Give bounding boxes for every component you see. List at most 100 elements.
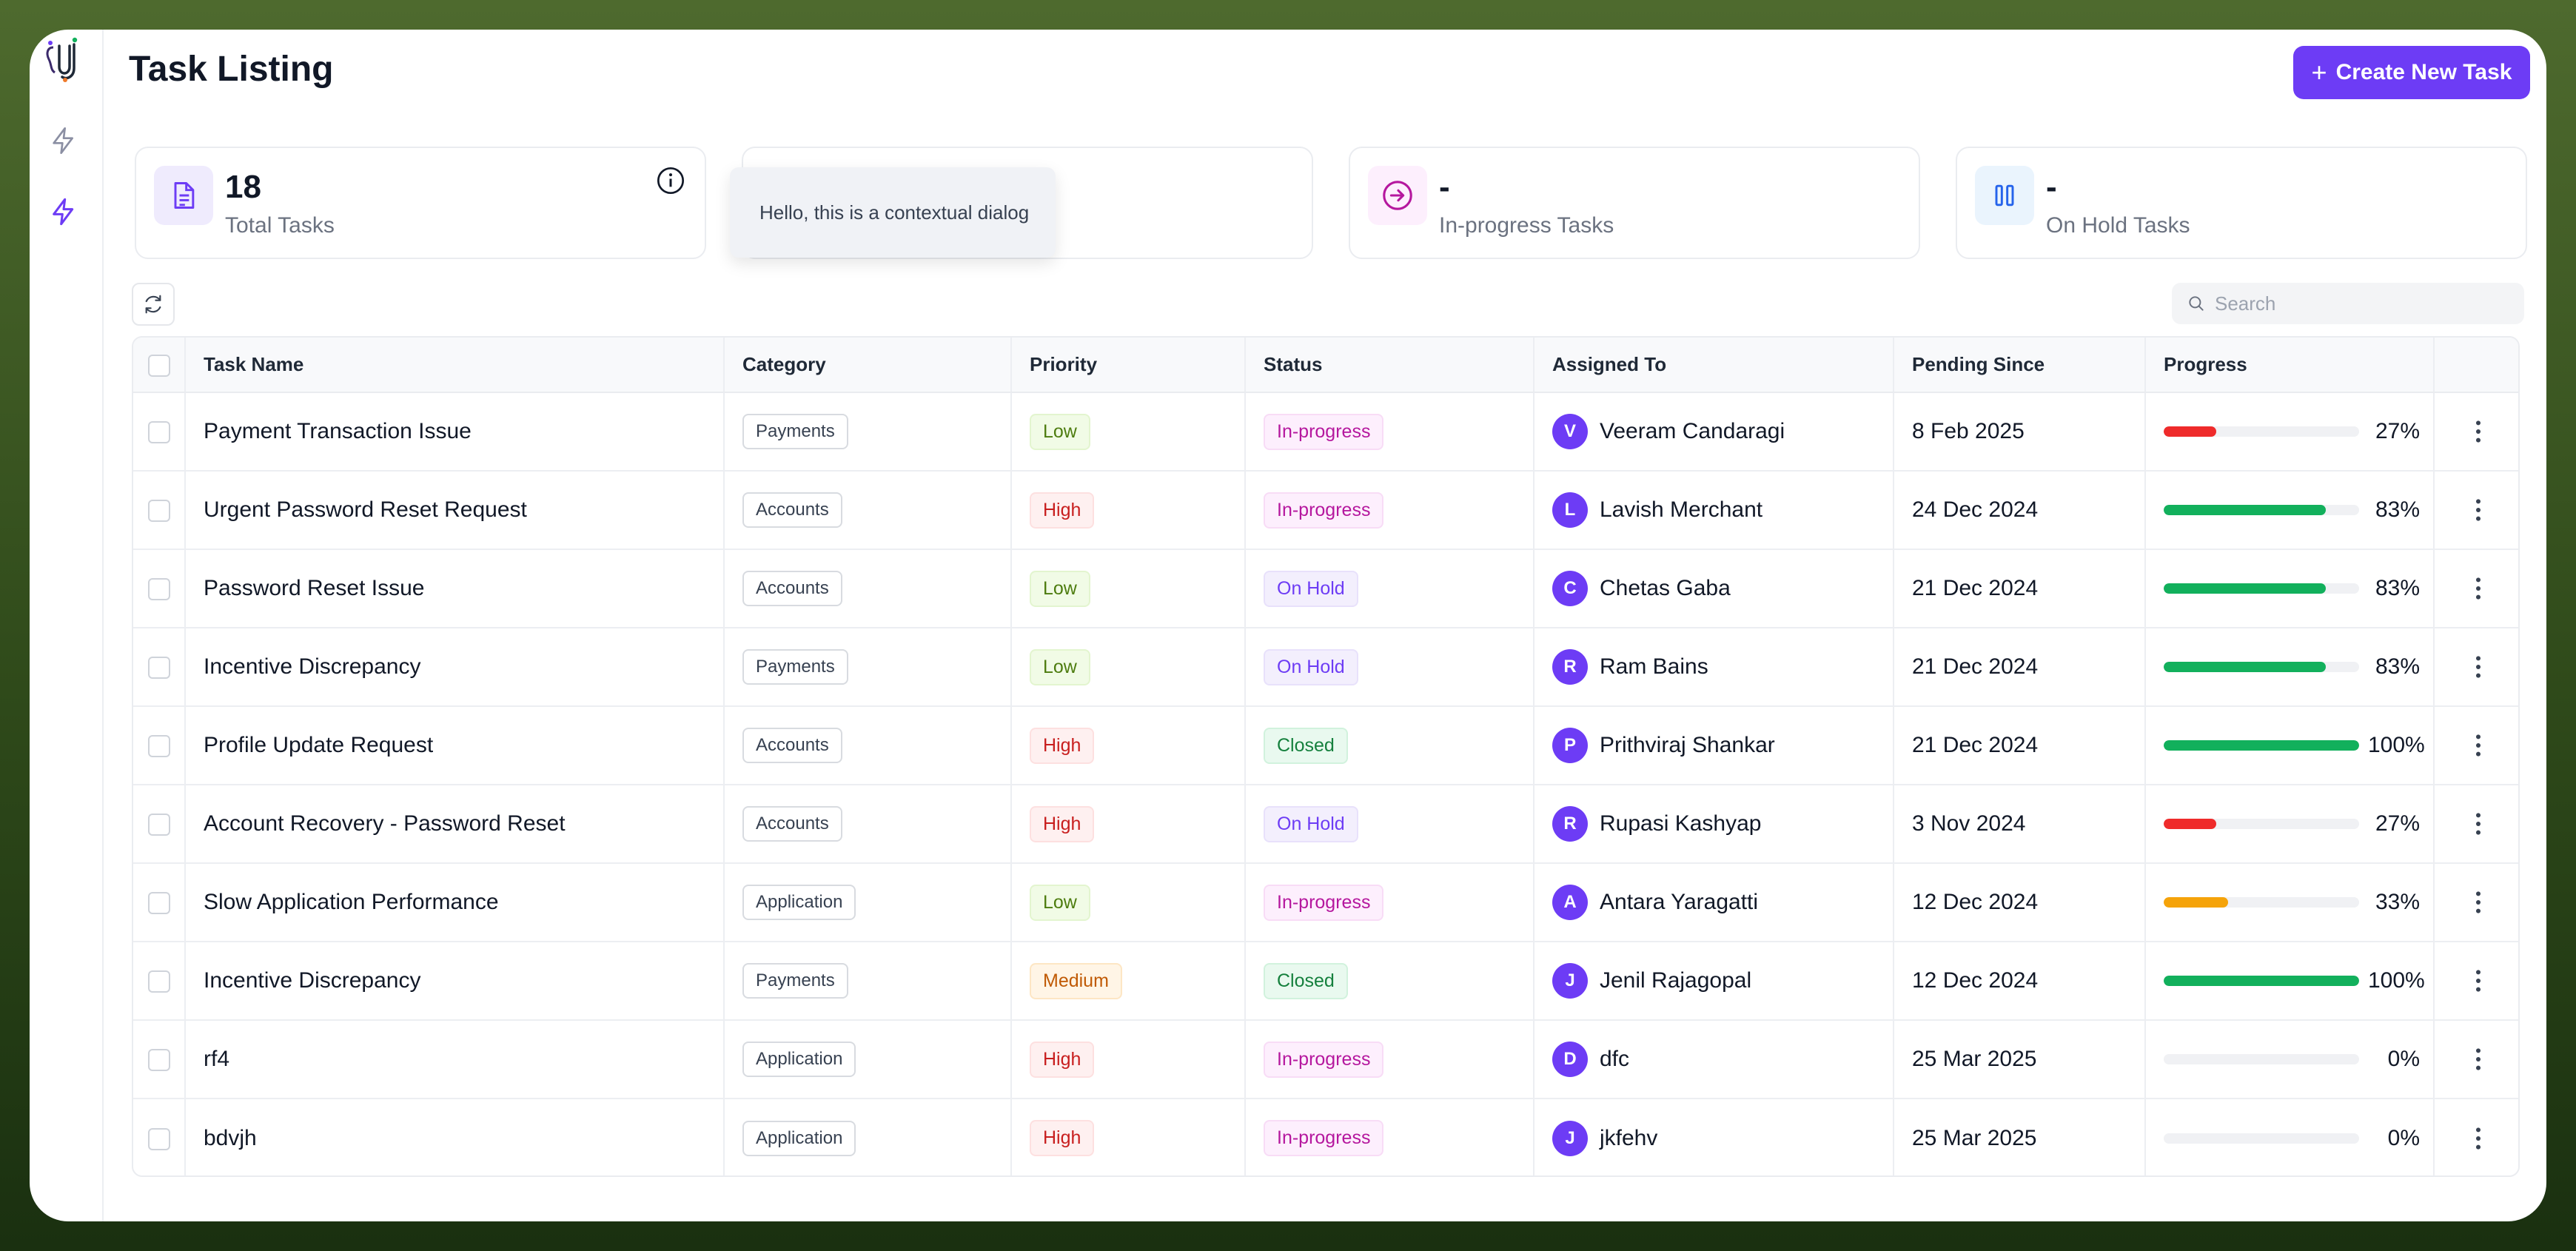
more-options-icon[interactable]	[2467, 966, 2489, 996]
assignee: R Ram Bains	[1552, 649, 1892, 685]
select-all-checkbox[interactable]	[147, 354, 170, 377]
column-header[interactable]: Assigned To	[1534, 338, 1894, 393]
stat-value: -	[2046, 169, 2057, 205]
assignee-name: Jenil Rajagopal	[1600, 968, 1752, 993]
more-options-icon[interactable]	[2467, 574, 2489, 603]
table-row[interactable]: bdvjh Application High In-progress J jkf…	[133, 1099, 2518, 1175]
row-checkbox[interactable]	[147, 814, 170, 836]
progress-indicator: 0%	[2164, 1125, 2432, 1151]
stat-card-on-hold: - On Hold Tasks	[1956, 147, 2527, 259]
priority-badge: Low	[1030, 413, 1090, 450]
more-options-icon[interactable]	[2467, 888, 2489, 917]
task-name[interactable]: Payment Transaction Issue	[185, 392, 725, 472]
stat-card-total: 18 Total Tasks	[135, 147, 706, 259]
table-row[interactable]: Slow Application Performance Application…	[133, 863, 2518, 942]
status-badge: In-progress	[1264, 1120, 1384, 1156]
column-header[interactable]: Status	[1245, 338, 1534, 393]
row-checkbox[interactable]	[147, 1127, 170, 1150]
more-options-icon[interactable]	[2467, 809, 2489, 839]
row-checkbox[interactable]	[147, 421, 170, 444]
more-options-icon[interactable]	[2467, 1124, 2489, 1153]
category-chip: Payments	[742, 649, 848, 685]
row-checkbox[interactable]	[147, 657, 170, 680]
row-checkbox[interactable]	[147, 735, 170, 758]
priority-badge: High	[1030, 1041, 1095, 1078]
row-checkbox[interactable]	[147, 1049, 170, 1072]
info-icon[interactable]	[656, 166, 685, 195]
stat-value: 18	[225, 169, 261, 205]
row-checkbox[interactable]	[147, 500, 170, 523]
row-checkbox[interactable]	[147, 578, 170, 601]
sidebar	[30, 30, 104, 1221]
refresh-button[interactable]	[132, 283, 175, 326]
table-row[interactable]: Urgent Password Reset Request Accounts H…	[133, 471, 2518, 550]
task-name[interactable]: rf4	[185, 1020, 725, 1099]
task-name[interactable]: bdvjh	[185, 1099, 725, 1175]
status-badge: In-progress	[1264, 884, 1384, 921]
assignee-name: Lavish Merchant	[1600, 497, 1763, 522]
column-header[interactable]: Priority	[1011, 338, 1246, 393]
table-row[interactable]: Payment Transaction Issue Payments Low I…	[133, 392, 2518, 472]
more-options-icon[interactable]	[2467, 495, 2489, 525]
avatar: C	[1552, 571, 1588, 606]
task-name[interactable]: Profile Update Request	[185, 706, 725, 785]
assignee: V Veeram Candaragi	[1552, 414, 1892, 449]
progress-fill	[2164, 740, 2359, 751]
column-header[interactable]: Progress	[2145, 338, 2435, 393]
task-name[interactable]: Account Recovery - Password Reset	[185, 785, 725, 864]
more-options-icon[interactable]	[2467, 417, 2489, 446]
table-row[interactable]: Incentive Discrepancy Payments Medium Cl…	[133, 942, 2518, 1021]
table-row[interactable]: rf4 Application High In-progress D dfc 2…	[133, 1020, 2518, 1099]
assignee-name: Ram Bains	[1600, 654, 1708, 679]
priority-badge: Low	[1030, 570, 1090, 607]
task-name[interactable]: Slow Application Performance	[185, 863, 725, 942]
progress-percent: 0%	[2387, 1125, 2420, 1150]
category-chip: Accounts	[742, 492, 842, 528]
assignee-name: dfc	[1600, 1047, 1630, 1071]
table-row[interactable]: Account Recovery - Password Reset Accoun…	[133, 785, 2518, 864]
table-row[interactable]: Password Reset Issue Accounts Low On Hol…	[133, 549, 2518, 628]
assignee: C Chetas Gaba	[1552, 571, 1892, 606]
progress-percent: 0%	[2387, 1047, 2420, 1071]
priority-badge: Medium	[1030, 962, 1122, 999]
progress-bar	[2164, 426, 2359, 437]
progress-bar	[2164, 662, 2359, 672]
pending-since: 25 Mar 2025	[1894, 1020, 2146, 1099]
table-row[interactable]: Incentive Discrepancy Payments Low On Ho…	[133, 628, 2518, 707]
progress-bar	[2164, 505, 2359, 515]
task-name[interactable]: Incentive Discrepancy	[185, 628, 725, 707]
avatar: R	[1552, 649, 1588, 685]
column-header[interactable]: Pending Since	[1894, 338, 2146, 393]
priority-badge: Low	[1030, 884, 1090, 921]
search-icon	[2189, 296, 2204, 311]
task-name[interactable]: Urgent Password Reset Request	[185, 471, 725, 550]
task-name[interactable]: Password Reset Issue	[185, 549, 725, 628]
column-header[interactable]: Category	[724, 338, 1012, 393]
assignee-name: Veeram Candaragi	[1600, 419, 1785, 443]
avatar: P	[1552, 728, 1588, 763]
row-checkbox[interactable]	[147, 970, 170, 993]
status-badge: In-progress	[1264, 413, 1384, 450]
assignee: J Jenil Rajagopal	[1552, 963, 1892, 999]
progress-indicator: 100%	[2164, 733, 2432, 758]
search-input[interactable]	[2215, 292, 2511, 315]
column-header[interactable]: Task Name	[185, 338, 725, 393]
lightning-icon[interactable]	[49, 197, 78, 227]
table-row[interactable]: Profile Update Request Accounts High Clo…	[133, 706, 2518, 785]
avatar: R	[1552, 806, 1588, 842]
task-name[interactable]: Incentive Discrepancy	[185, 942, 725, 1021]
lightning-icon[interactable]	[49, 126, 78, 155]
stat-label: Total Tasks	[225, 213, 335, 238]
assignee: A Antara Yaragatti	[1552, 885, 1892, 920]
more-options-icon[interactable]	[2467, 1044, 2489, 1074]
more-options-icon[interactable]	[2467, 731, 2489, 760]
status-badge: In-progress	[1264, 1041, 1384, 1078]
more-options-icon[interactable]	[2467, 652, 2489, 682]
create-new-task-button[interactable]: + Create New Task	[2293, 46, 2530, 99]
row-checkbox[interactable]	[147, 892, 170, 915]
category-chip: Payments	[742, 963, 848, 999]
pause-icon	[1975, 166, 2034, 225]
category-chip: Accounts	[742, 728, 842, 763]
avatar: J	[1552, 963, 1588, 999]
pending-since: 12 Dec 2024	[1894, 942, 2146, 1021]
